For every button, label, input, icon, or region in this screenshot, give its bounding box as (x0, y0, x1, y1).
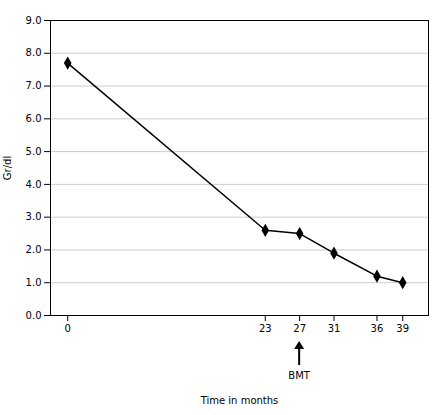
svg-text:39: 39 (396, 323, 409, 334)
svg-text:4.0: 4.0 (26, 179, 42, 190)
svg-text:Gr/dl: Gr/dl (2, 156, 13, 180)
svg-text:1.0: 1.0 (26, 277, 42, 288)
svg-text:8.0: 8.0 (26, 47, 42, 58)
svg-text:0: 0 (64, 323, 70, 334)
svg-text:5.0: 5.0 (26, 146, 42, 157)
svg-text:7.0: 7.0 (26, 80, 42, 91)
svg-text:Time in months: Time in months (200, 395, 279, 406)
svg-text:6.0: 6.0 (26, 113, 42, 124)
svg-text:36: 36 (371, 323, 384, 334)
svg-text:9.0: 9.0 (26, 15, 42, 26)
svg-text:BMT: BMT (288, 370, 310, 381)
svg-text:3.0: 3.0 (26, 211, 42, 222)
svg-text:0.0: 0.0 (26, 310, 42, 321)
svg-text:27: 27 (293, 323, 306, 334)
svg-text:23: 23 (259, 323, 272, 334)
svg-text:31: 31 (328, 323, 341, 334)
svg-text:2.0: 2.0 (26, 244, 42, 255)
